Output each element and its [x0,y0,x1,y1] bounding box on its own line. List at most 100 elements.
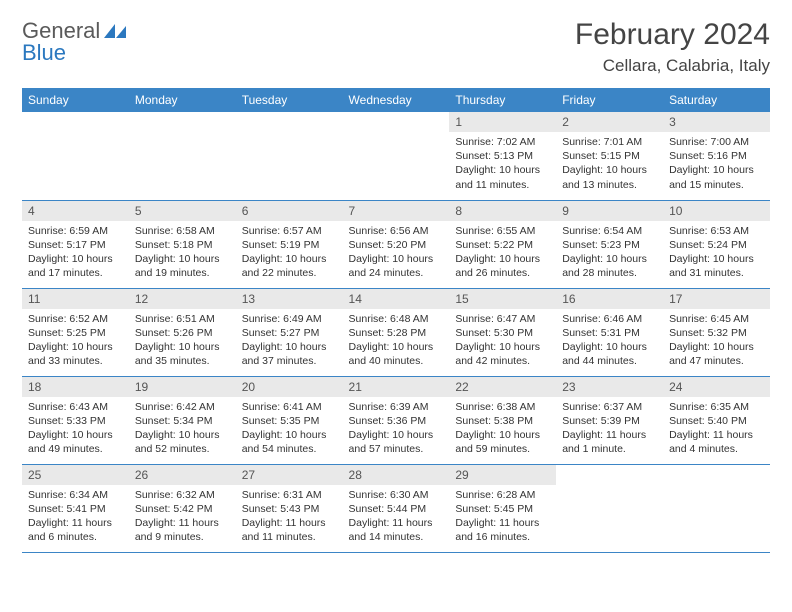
weekday-header: Sunday [22,88,129,112]
daylight-text: Daylight: 11 hours and 16 minutes. [455,516,550,544]
month-title: February 2024 [575,18,770,52]
sunset-text: Sunset: 5:30 PM [455,326,550,340]
weekday-header: Thursday [449,88,556,112]
day-number: 12 [129,289,236,309]
daylight-text: Daylight: 10 hours and 26 minutes. [455,252,550,280]
calendar-day-cell: 20Sunrise: 6:41 AMSunset: 5:35 PMDayligh… [236,376,343,464]
day-number: 5 [129,201,236,221]
calendar-day-cell: 24Sunrise: 6:35 AMSunset: 5:40 PMDayligh… [663,376,770,464]
calendar-day-cell: 7Sunrise: 6:56 AMSunset: 5:20 PMDaylight… [343,200,450,288]
sunrise-text: Sunrise: 6:48 AM [349,312,444,326]
sunset-text: Sunset: 5:13 PM [455,149,550,163]
day-number: 13 [236,289,343,309]
calendar-day-cell: 16 Sunrise: 6:46 AMSunset: 5:31 PMDayligh… [556,288,663,376]
calendar-week-row: 4Sunrise: 6:59 AMSunset: 5:17 PMDaylight… [22,200,770,288]
calendar-day-cell: 12Sunrise: 6:51 AMSunset: 5:26 PMDayligh… [129,288,236,376]
sunset-text: Sunset: 5:44 PM [349,502,444,516]
sunset-text: Sunset: 5:20 PM [349,238,444,252]
day-number: 23 [556,377,663,397]
day-content: Sunrise: 7:00 AMSunset: 5:16 PMDaylight:… [663,132,770,198]
calendar-day-cell: 28Sunrise: 6:30 AMSunset: 5:44 PMDayligh… [343,464,450,552]
logo-sail-icon [104,24,126,38]
weekday-header: Wednesday [343,88,450,112]
day-number: 29 [449,465,556,485]
sunset-text: Sunset: 5:31 PM [562,326,657,340]
daylight-text: Daylight: 10 hours and 31 minutes. [669,252,764,280]
title-block: February 2024 Cellara, Calabria, Italy [575,18,770,76]
sunset-text: Sunset: 5:25 PM [28,326,123,340]
daylight-text: Daylight: 10 hours and 40 minutes. [349,340,444,368]
day-number: 7 [343,201,450,221]
sunrise-text: Sunrise: 6:37 AM [562,400,657,414]
daylight-text: Daylight: 10 hours and 42 minutes. [455,340,550,368]
daylight-text: Daylight: 10 hours and 52 minutes. [135,428,230,456]
day-number: 11 [22,289,129,309]
day-number: 27 [236,465,343,485]
day-content: Sunrise: 7:01 AMSunset: 5:15 PMDaylight:… [556,132,663,198]
sunrise-text: Sunrise: 6:42 AM [135,400,230,414]
daylight-text: Daylight: 10 hours and 37 minutes. [242,340,337,368]
calendar-day-cell: 15Sunrise: 6:47 AMSunset: 5:30 PMDayligh… [449,288,556,376]
calendar-day-cell: 8Sunrise: 6:55 AMSunset: 5:22 PMDaylight… [449,200,556,288]
calendar-day-cell: 19Sunrise: 6:42 AMSunset: 5:34 PMDayligh… [129,376,236,464]
daylight-text: Daylight: 11 hours and 11 minutes. [242,516,337,544]
daylight-text: Daylight: 10 hours and 22 minutes. [242,252,337,280]
day-content: Sunrise: 6:39 AMSunset: 5:36 PMDaylight:… [343,397,450,463]
calendar-day-cell [556,464,663,552]
sunrise-text: Sunrise: 6:41 AM [242,400,337,414]
sunrise-text: Sunrise: 6:46 AM [562,312,657,326]
day-number: 16 [556,289,663,309]
daylight-text: Daylight: 10 hours and 47 minutes. [669,340,764,368]
day-content: Sunrise: 6:54 AMSunset: 5:23 PMDaylight:… [556,221,663,287]
daylight-text: Daylight: 10 hours and 33 minutes. [28,340,123,368]
daylight-text: Daylight: 10 hours and 28 minutes. [562,252,657,280]
sunrise-text: Sunrise: 7:00 AM [669,135,764,149]
calendar-table: SundayMondayTuesdayWednesdayThursdayFrid… [22,88,770,553]
day-content: Sunrise: 6:30 AMSunset: 5:44 PMDaylight:… [343,485,450,551]
day-content: Sunrise: 6:59 AMSunset: 5:17 PMDaylight:… [22,221,129,287]
daylight-text: Daylight: 10 hours and 35 minutes. [135,340,230,368]
day-content: Sunrise: 6:32 AMSunset: 5:42 PMDaylight:… [129,485,236,551]
daylight-text: Daylight: 10 hours and 11 minutes. [455,163,550,191]
sunrise-text: Sunrise: 6:53 AM [669,224,764,238]
day-content: Sunrise: 6:41 AMSunset: 5:35 PMDaylight:… [236,397,343,463]
logo-text-blue: Blue [22,40,66,65]
calendar-day-cell [129,112,236,200]
daylight-text: Daylight: 10 hours and 57 minutes. [349,428,444,456]
sunrise-text: Sunrise: 7:01 AM [562,135,657,149]
daylight-text: Daylight: 10 hours and 19 minutes. [135,252,230,280]
day-content: Sunrise: 6:34 AMSunset: 5:41 PMDaylight:… [22,485,129,551]
day-content: Sunrise: 6:51 AMSunset: 5:26 PMDaylight:… [129,309,236,375]
sunrise-text: Sunrise: 7:02 AM [455,135,550,149]
sunrise-text: Sunrise: 6:52 AM [28,312,123,326]
day-content: Sunrise: 6:38 AMSunset: 5:38 PMDaylight:… [449,397,556,463]
daylight-text: Daylight: 10 hours and 49 minutes. [28,428,123,456]
day-content: Sunrise: 6:53 AMSunset: 5:24 PMDaylight:… [663,221,770,287]
weekday-header: Monday [129,88,236,112]
sunrise-text: Sunrise: 6:28 AM [455,488,550,502]
daylight-text: Daylight: 11 hours and 9 minutes. [135,516,230,544]
header: General February 2024 Cellara, Calabria,… [22,18,770,76]
sunset-text: Sunset: 5:17 PM [28,238,123,252]
weekday-header: Friday [556,88,663,112]
day-number: 6 [236,201,343,221]
calendar-day-cell: 21Sunrise: 6:39 AMSunset: 5:36 PMDayligh… [343,376,450,464]
sunrise-text: Sunrise: 6:39 AM [349,400,444,414]
calendar-day-cell [343,112,450,200]
calendar-day-cell [22,112,129,200]
calendar-header-row: SundayMondayTuesdayWednesdayThursdayFrid… [22,88,770,112]
sunrise-text: Sunrise: 6:30 AM [349,488,444,502]
daylight-text: Daylight: 10 hours and 44 minutes. [562,340,657,368]
daylight-text: Daylight: 11 hours and 1 minute. [562,428,657,456]
sunrise-text: Sunrise: 6:47 AM [455,312,550,326]
sunrise-text: Sunrise: 6:57 AM [242,224,337,238]
day-content: Sunrise: 6:47 AMSunset: 5:30 PMDaylight:… [449,309,556,375]
day-content: Sunrise: 6:52 AMSunset: 5:25 PMDaylight:… [22,309,129,375]
sunset-text: Sunset: 5:26 PM [135,326,230,340]
calendar-day-cell: 13Sunrise: 6:49 AMSunset: 5:27 PMDayligh… [236,288,343,376]
calendar-day-cell: 2Sunrise: 7:01 AMSunset: 5:15 PMDaylight… [556,112,663,200]
calendar-week-row: 11Sunrise: 6:52 AMSunset: 5:25 PMDayligh… [22,288,770,376]
sunset-text: Sunset: 5:40 PM [669,414,764,428]
sunset-text: Sunset: 5:16 PM [669,149,764,163]
calendar-day-cell: 9Sunrise: 6:54 AMSunset: 5:23 PMDaylight… [556,200,663,288]
